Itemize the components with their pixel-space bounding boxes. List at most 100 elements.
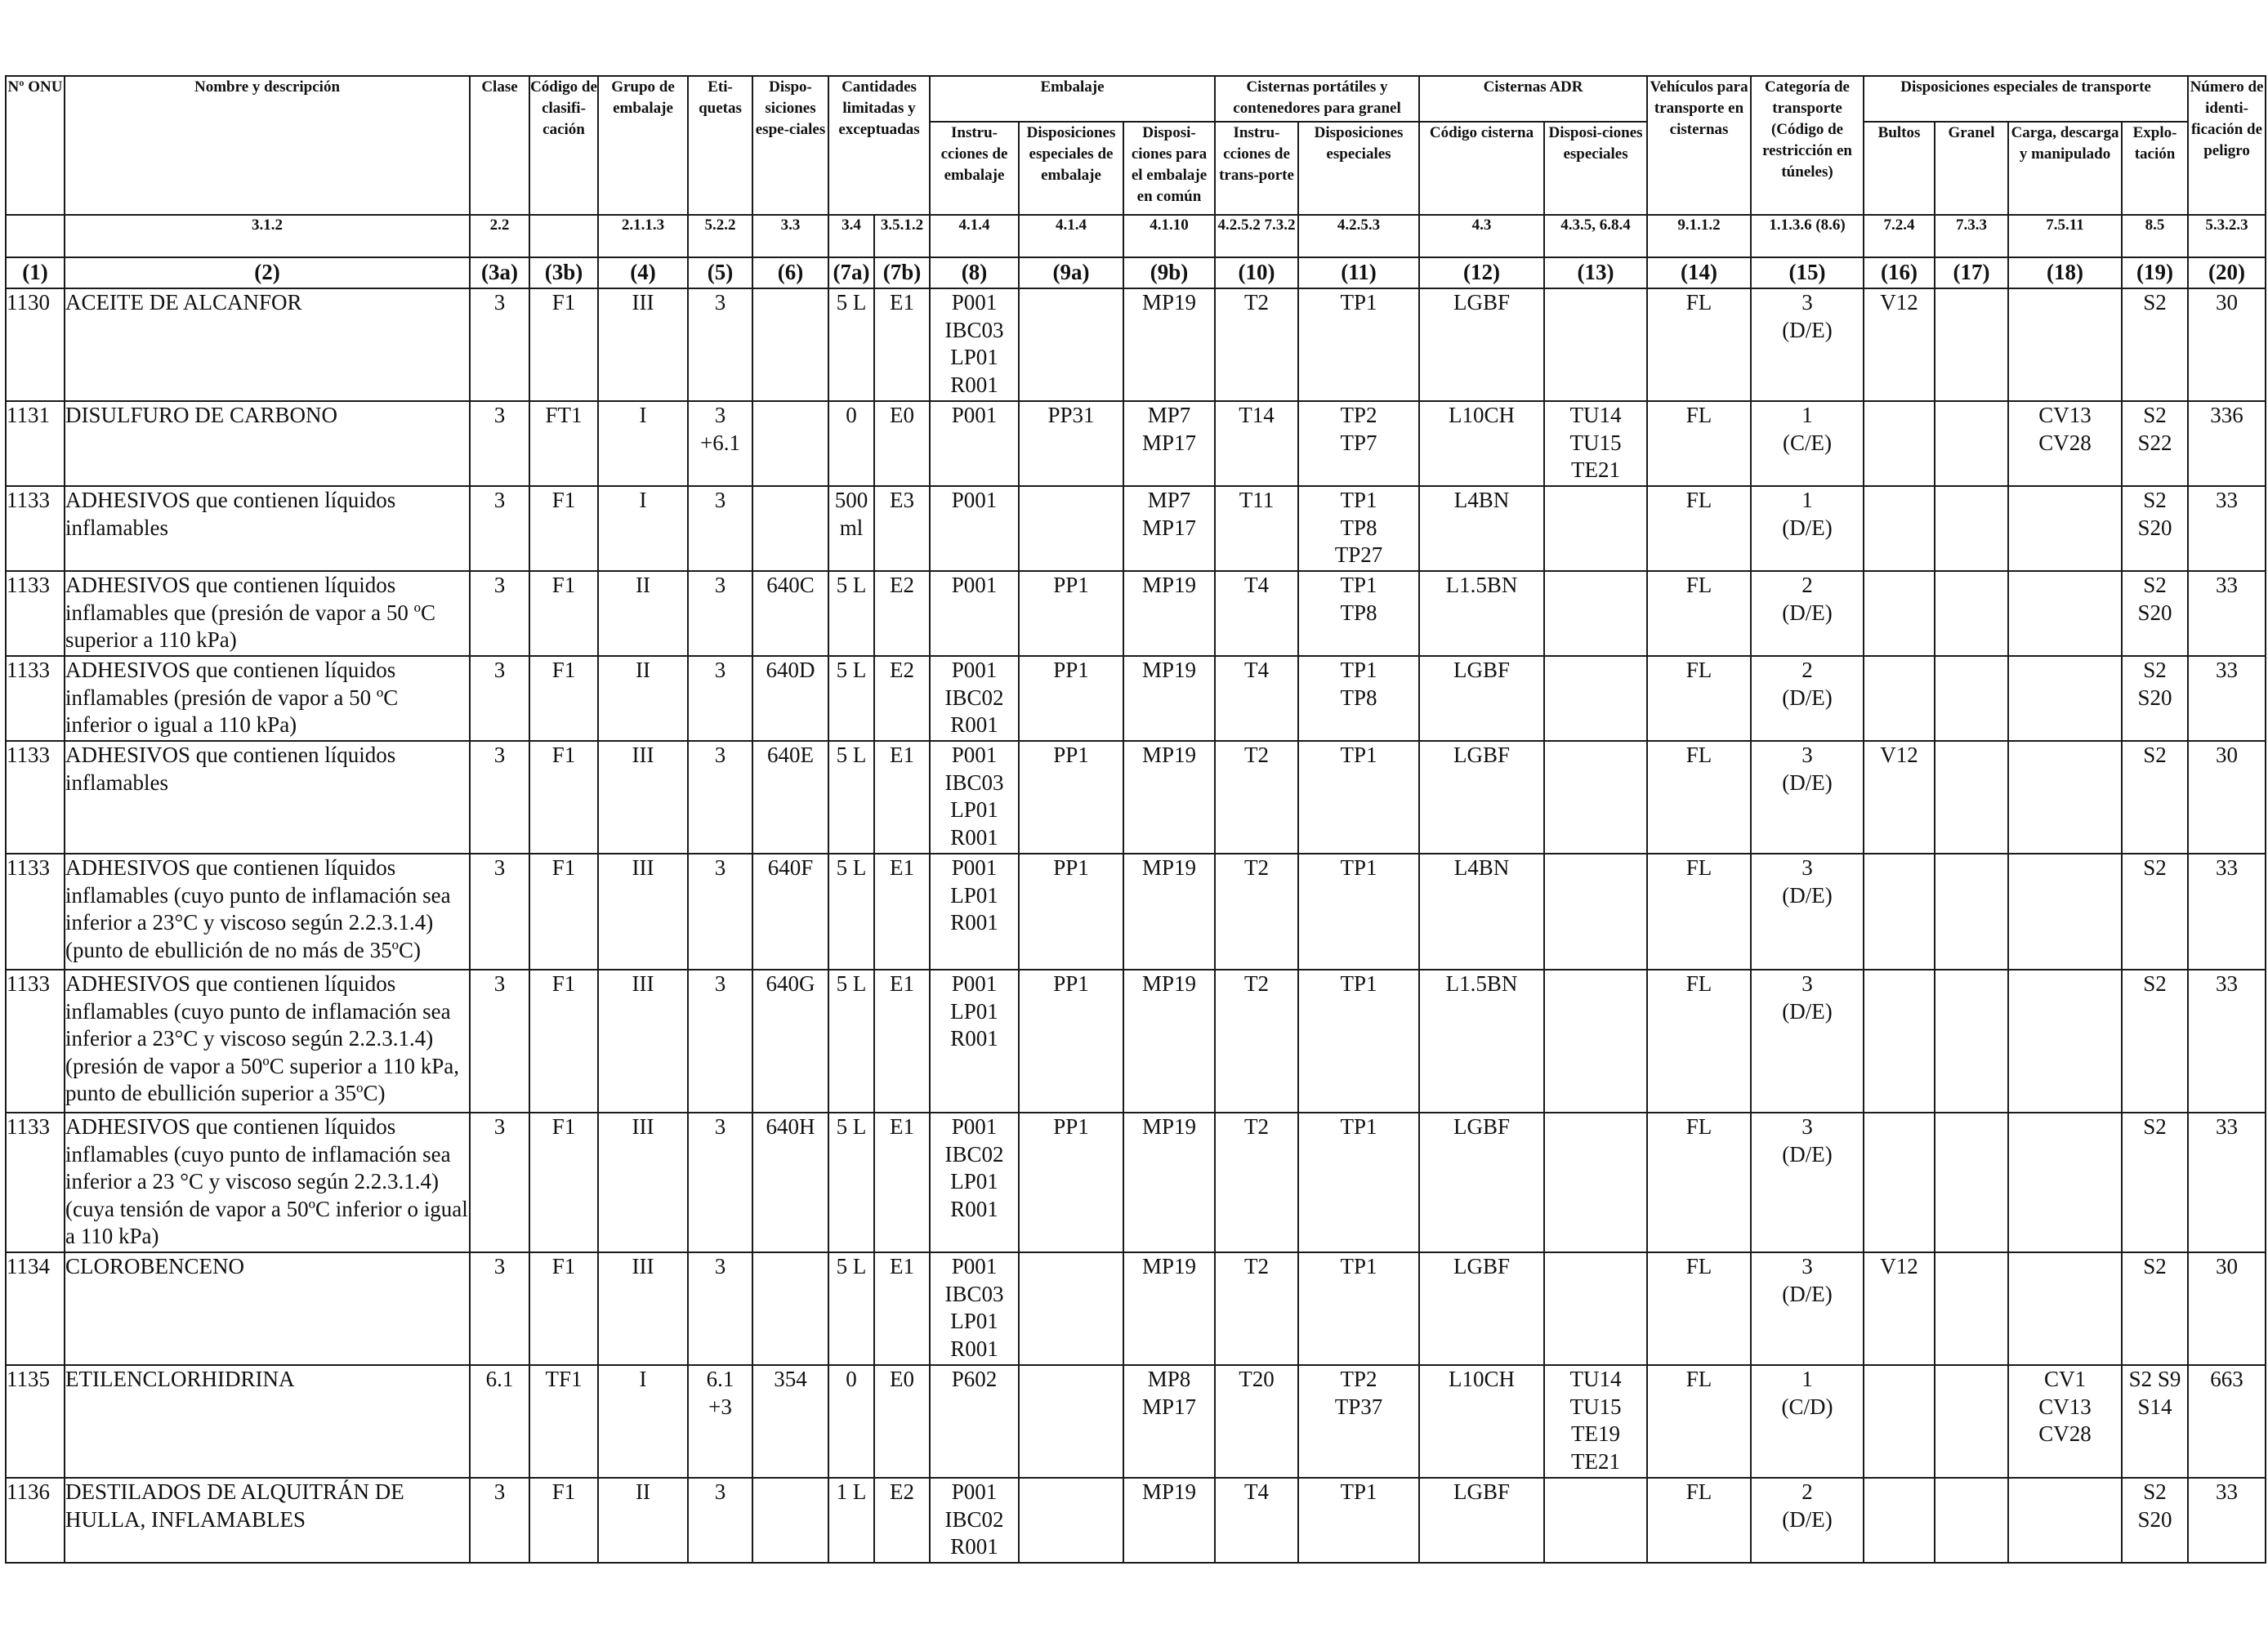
class-cell: 3 (469, 969, 530, 1113)
cell-line: S2 (2143, 573, 2167, 597)
header-group-transport-provisions: Disposiciones especiales de transporte (1863, 75, 2190, 123)
class-cell: 3 (469, 1252, 530, 1366)
header-portable-tank-special-provisions: Disposiciones especiales (1297, 121, 1421, 216)
cell-line: S20 (2137, 600, 2172, 625)
packing-group-cell: II (597, 570, 689, 657)
loading-provisions-cell (2007, 485, 2123, 572)
packages-provisions-cell (1863, 655, 1936, 742)
table-row: 1131 DISULFURO DE CARBONO 3 FT1 I 3 +6.1 0 E0 P00… (5, 400, 2267, 487)
operation-provisions-cell: S2 S9 S14 (2121, 1364, 2190, 1479)
header-tank-code: Código cisterna (1418, 121, 1546, 216)
packing-special-provisions-cell: PP1 (1018, 853, 1124, 970)
operation-provisions-cell: S2 (2121, 1252, 2190, 1366)
cell-line: 3 (714, 855, 726, 880)
cell-line: LP01 (950, 1309, 998, 1333)
hazard-id-cell: 33 (2187, 969, 2267, 1113)
cell-line: IBC03 (944, 770, 1004, 795)
cell-line: (D/E) (1782, 882, 1833, 908)
cell-line: 3 (1801, 1254, 1813, 1278)
portable-tank-provisions-cell: TP2 TP37 (1297, 1364, 1421, 1479)
cell-line: P001 (951, 1254, 998, 1278)
mixed-packing-cell: MP19 (1123, 740, 1216, 854)
labels-cell: 3 (687, 1112, 753, 1253)
adr-tank-provisions-cell: TU14 TU15 TE19 TE21 (1543, 1364, 1649, 1479)
portable-tank-instructions-cell: T4 (1214, 570, 1299, 657)
labels-cell: 3 (687, 288, 753, 402)
operation-provisions-cell: S2 (2121, 853, 2190, 970)
ref-c4: 2.1.1.3 (597, 214, 689, 258)
class-cell: 3 (469, 655, 530, 742)
labels-cell: 3 +6.1 (687, 400, 753, 487)
mixed-packing-cell: MP19 (1123, 1477, 1216, 1564)
portable-tank-provisions-cell: TP2 TP7 (1297, 400, 1421, 487)
portable-tank-instructions-cell: T2 (1214, 969, 1299, 1113)
header-tank-vehicles: Vehículos para transporte en cisternas (1646, 75, 1752, 216)
hazard-id-cell: 33 (2187, 485, 2267, 572)
hazard-id-cell: 30 (2187, 740, 2267, 854)
hazard-id-cell: 663 (2187, 1364, 2267, 1479)
portable-tank-provisions-cell: TP1 (1297, 853, 1421, 970)
loading-provisions-cell (2007, 1477, 2123, 1564)
packages-provisions-cell (1863, 400, 1936, 487)
transport-category-cell: 3 (D/E) (1750, 288, 1865, 402)
cell-line: S20 (2137, 685, 2172, 710)
special-provisions-cell (752, 1477, 829, 1564)
header-group-portable-tanks: Cisternas portátiles y contenedores para… (1213, 75, 1421, 123)
packing-instructions-cell: P001 IBC03 LP01 R001 (929, 288, 1020, 402)
cell-line: S2 (2143, 403, 2167, 427)
column-number: (9a) (1018, 257, 1124, 289)
name-description-cell: DISULFURO DE CARBONO (64, 400, 471, 487)
special-provisions-cell: 640C (752, 570, 829, 657)
header-class: Clase (469, 75, 530, 216)
un-number-cell: 1133 (5, 485, 65, 572)
cell-line: TE21 (1571, 1448, 1621, 1474)
ref-c6: 3.3 (752, 214, 829, 258)
limited-quantity-cell: 5 L (828, 1252, 875, 1366)
ref-c13: 4.3.5, 6.8.4 (1543, 214, 1649, 258)
cell-line: MP19 (1141, 658, 1197, 682)
tank-vehicle-cell: FL (1646, 740, 1752, 854)
column-number: (19) (2121, 257, 2190, 289)
packing-instructions-cell: P602 (929, 1364, 1020, 1479)
adr-tank-provisions-cell (1543, 740, 1649, 854)
cell-line: CV13 (2038, 403, 2092, 427)
portable-tank-provisions-cell: TP1 TP8 (1297, 570, 1421, 657)
cell-line: S20 (2137, 515, 2172, 540)
dangerous-goods-table: Nº ONU Nombre y descripción Clase Código… (5, 75, 2267, 1564)
cell-line: 1 (1801, 488, 1813, 512)
cell-line: S22 (2137, 430, 2172, 455)
cell-line: TE21 (1571, 457, 1621, 482)
limited-quantity-cell: 5 L (828, 969, 875, 1113)
column-number: (18) (2007, 257, 2123, 289)
special-provisions-cell: 640H (752, 1112, 829, 1253)
cell-line: 1 L (836, 1479, 867, 1504)
tank-code-cell: LGBF (1418, 740, 1546, 854)
name-description-cell: CLOROBENCENO (64, 1252, 471, 1366)
cell-line: P001 (951, 290, 998, 315)
cell-line: S2 (2143, 971, 2167, 996)
special-provisions-cell: 640D (752, 655, 829, 742)
cell-line: +3 (708, 1394, 732, 1419)
header-labels: Eti-quetas (687, 75, 753, 216)
cell-line: 3 (714, 403, 726, 427)
excepted-quantity-cell: E1 (873, 969, 931, 1113)
excepted-quantity-cell: E1 (873, 1112, 931, 1253)
cell-line: (D/E) (1782, 600, 1833, 625)
hazard-id-cell: 30 (2187, 1252, 2267, 1366)
packing-instructions-cell: P001 IBC02 LP01 R001 (929, 1112, 1020, 1253)
labels-cell: 3 (687, 1477, 753, 1564)
ref-c12: 4.3 (1418, 214, 1546, 258)
class-cell: 3 (469, 485, 530, 572)
labels-cell: 3 (687, 740, 753, 854)
table-row: 1133 ADHESIVOS que contienen líquidos inf… (5, 1112, 2267, 1253)
class-cell: 3 (469, 740, 530, 854)
packing-instructions-cell: P001 IBC02 R001 (929, 655, 1020, 742)
limited-quantity-cell: 0 (828, 1364, 875, 1479)
name-description-cell: DESTILADOS DE ALQUITRÁN DE HULLA, INFLAM… (64, 1477, 471, 1564)
cell-line: S2 (2143, 1479, 2167, 1504)
header-adr-tank-special-provisions: Disposi-ciones especiales (1543, 121, 1649, 216)
bulk-provisions-cell (1934, 485, 2010, 572)
labels-cell: 6.1 +3 (687, 1364, 753, 1479)
cell-line: 3 (714, 743, 726, 767)
operation-provisions-cell: S2 S22 (2121, 400, 2190, 487)
